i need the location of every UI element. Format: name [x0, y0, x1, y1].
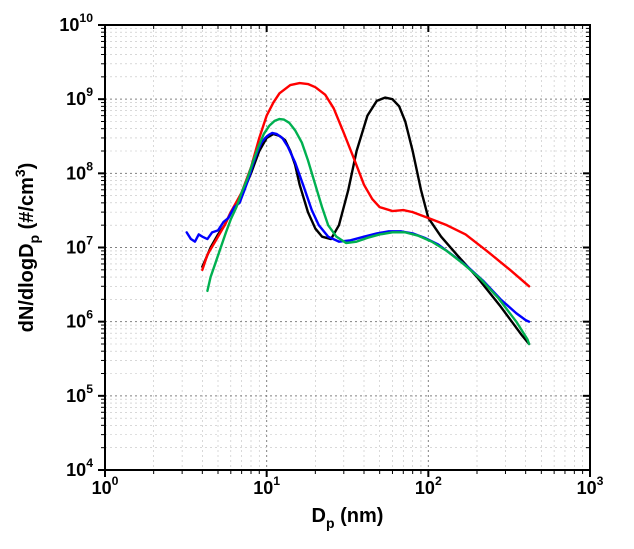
svg-text:dN/dlogDp (#/cm3): dN/dlogDp (#/cm3)	[12, 163, 42, 333]
y-axis-label: dN/dlogDp (#/cm3)	[12, 163, 42, 333]
chart-svg: 1001011021031041051061071081091010Dp (nm…	[0, 0, 634, 549]
particle-size-distribution-chart: 1001011021031041051061071081091010Dp (nm…	[0, 0, 634, 549]
